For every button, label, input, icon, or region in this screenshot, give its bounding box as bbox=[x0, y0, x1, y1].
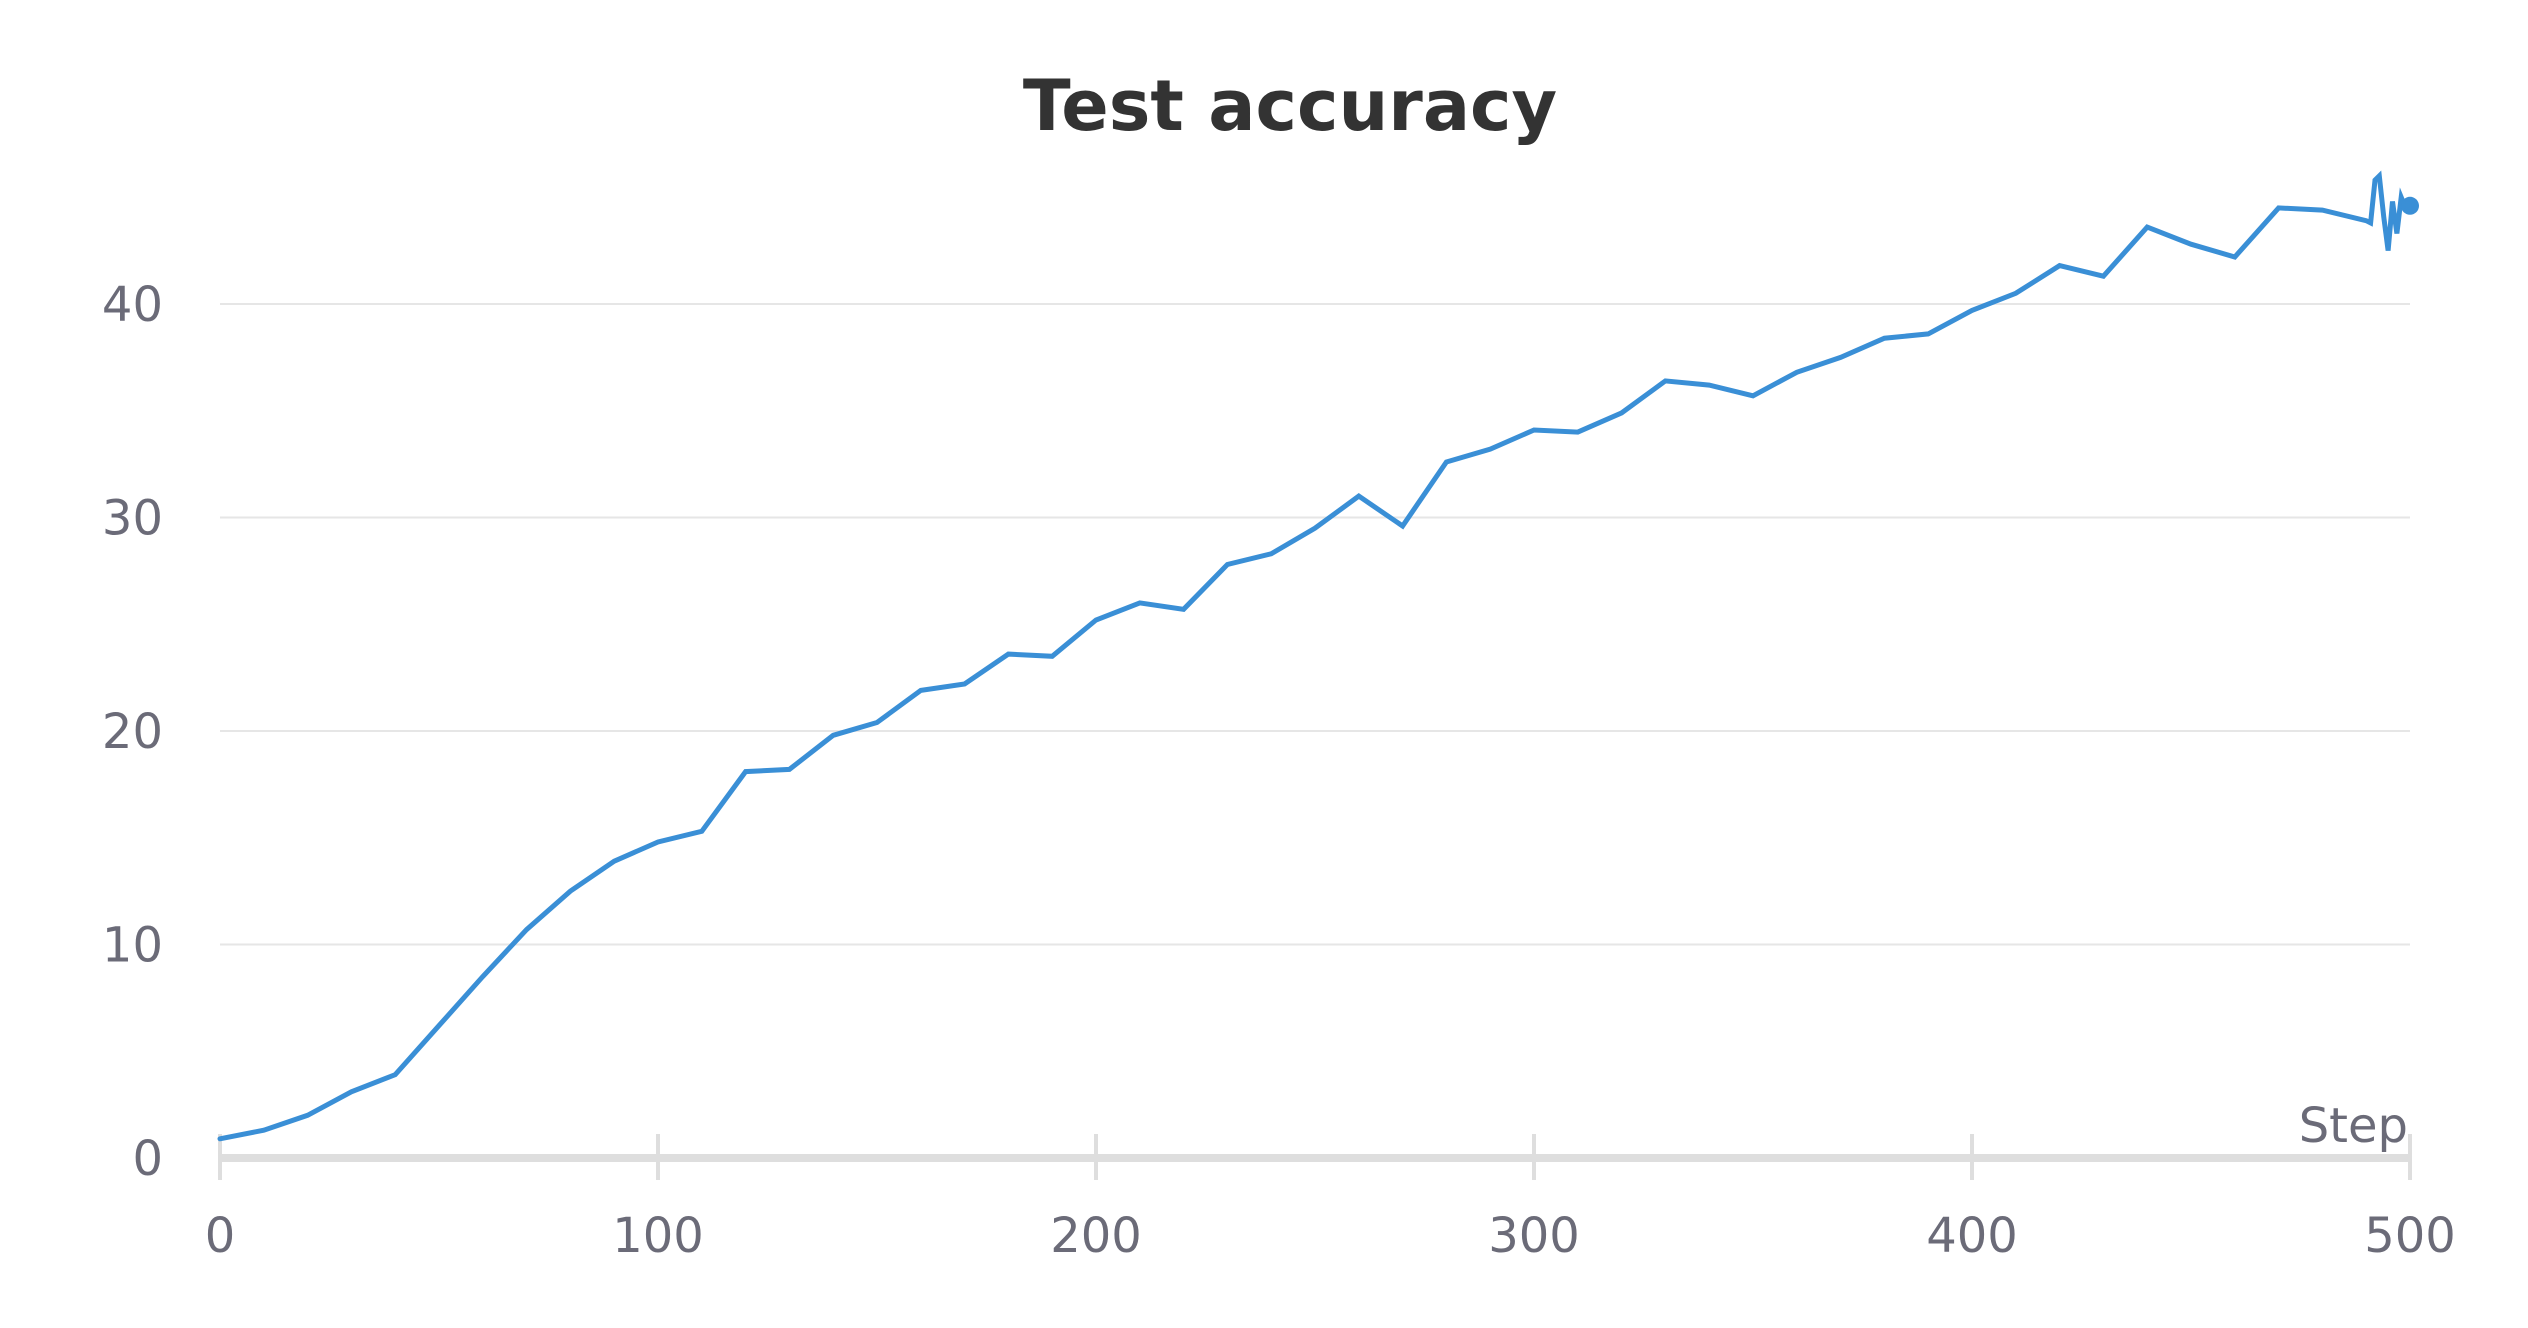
x-axis-label: Step bbox=[2299, 1098, 2408, 1154]
y-tick-label-40: 40 bbox=[102, 277, 163, 333]
x-tick-label-0: 0 bbox=[205, 1208, 236, 1264]
series-line-1 bbox=[217, 170, 2413, 1142]
gridlines bbox=[220, 303, 2410, 946]
x-tick-label-400: 400 bbox=[1926, 1208, 2018, 1264]
chart-title: Test accuracy bbox=[1023, 65, 1557, 147]
series-layer bbox=[217, 170, 2419, 1142]
y-tick-label-30: 30 bbox=[102, 491, 163, 547]
series-end-point-1 bbox=[2401, 196, 2419, 215]
y-tick-label-20: 20 bbox=[102, 704, 163, 760]
x-tick-label-500: 500 bbox=[2364, 1208, 2456, 1264]
x-tick-label-200: 200 bbox=[1050, 1208, 1142, 1264]
y-tick-label-0: 0 bbox=[132, 1131, 163, 1187]
x-axis bbox=[218, 1134, 2412, 1180]
y-tick-label-10: 10 bbox=[102, 918, 163, 974]
x-tick-label-100: 100 bbox=[612, 1208, 704, 1264]
x-tick-label-300: 300 bbox=[1488, 1208, 1580, 1264]
